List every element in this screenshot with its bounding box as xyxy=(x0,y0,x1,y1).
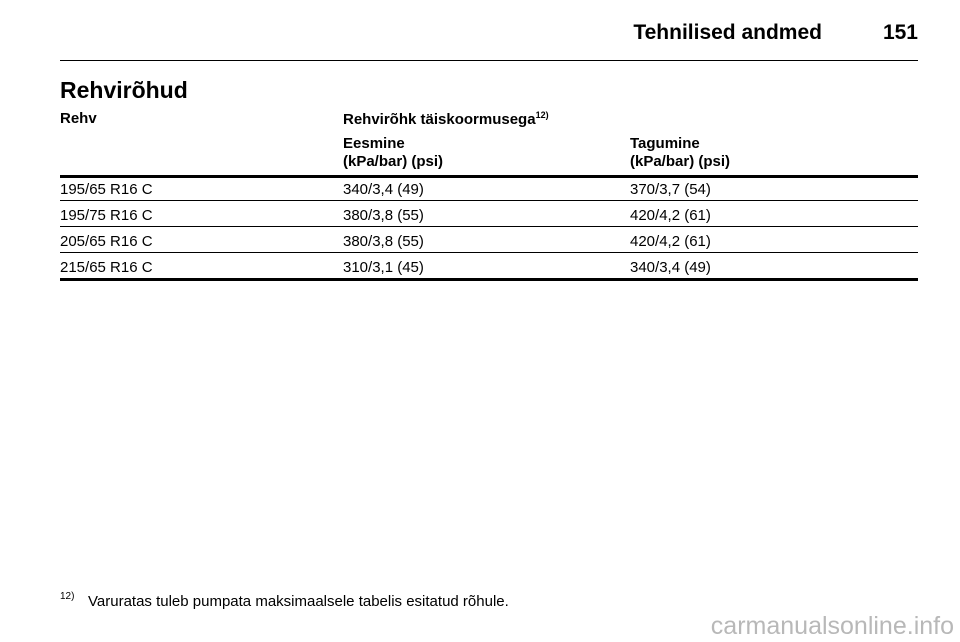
page-number: 151 xyxy=(882,21,918,44)
column-header: Rehvirõhk täiskoormusega12) xyxy=(343,110,549,128)
watermark: carmanualsonline.info xyxy=(710,612,954,640)
row-rule xyxy=(60,252,918,253)
table-cell: 380/3,8 (55) xyxy=(343,233,424,250)
table-cell: 340/3,4 (49) xyxy=(343,181,424,198)
sub-header-unit: (kPa/bar) (psi) xyxy=(343,153,444,170)
table-cell: 380/3,8 (55) xyxy=(343,207,424,224)
row-rule xyxy=(60,278,918,281)
table-cell: 420/4,2 (61) xyxy=(630,207,711,224)
footnote-ref: 12) xyxy=(535,110,549,120)
column-header-text: Rehvirõhk täiskoormusega xyxy=(343,111,536,128)
header-rule xyxy=(60,60,918,61)
table-cell: 420/4,2 (61) xyxy=(630,233,711,250)
table-cell: 195/75 R16 C xyxy=(60,207,153,224)
table-rule xyxy=(60,175,918,178)
row-rule xyxy=(60,200,918,201)
section-title: Rehvirõhud xyxy=(60,77,188,103)
column-header: Rehv xyxy=(60,110,97,127)
table-cell: 205/65 R16 C xyxy=(60,233,153,250)
header-section: Tehnilised andmed xyxy=(633,21,822,44)
sub-header-unit: (kPa/bar) (psi) xyxy=(630,153,731,170)
table-cell: 310/3,1 (45) xyxy=(343,259,424,276)
sub-header: Tagumine xyxy=(630,135,700,152)
footnote-marker: 12) xyxy=(60,591,75,602)
footnote-text: Varuratas tuleb pumpata maksimaalsele ta… xyxy=(88,593,509,610)
sub-header: Eesmine xyxy=(343,135,405,152)
table-cell: 340/3,4 (49) xyxy=(630,259,711,276)
table-cell: 370/3,7 (54) xyxy=(630,181,711,198)
table-cell: 215/65 R16 C xyxy=(60,259,153,276)
row-rule xyxy=(60,226,918,227)
table-cell: 195/65 R16 C xyxy=(60,181,153,198)
